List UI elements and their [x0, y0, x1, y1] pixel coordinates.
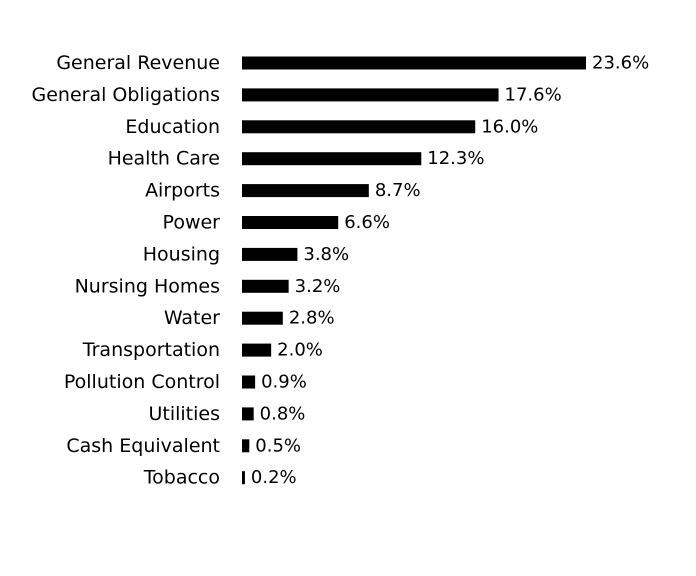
bar — [242, 88, 499, 102]
category-label: Health Care — [108, 148, 220, 170]
bar — [242, 247, 298, 261]
bar — [242, 343, 272, 357]
bar — [242, 375, 256, 389]
value-label: 12.3% — [427, 148, 484, 169]
bar — [242, 471, 245, 485]
category-label: Airports — [145, 180, 220, 202]
category-label: General Obligations — [32, 84, 221, 106]
category-label: Cash Equivalent — [66, 435, 220, 457]
value-label: 17.6% — [505, 84, 562, 105]
category-label: Education — [125, 116, 220, 138]
bar — [242, 279, 289, 293]
category-label: Utilities — [148, 403, 220, 425]
bar — [242, 311, 283, 325]
value-label: 0.5% — [255, 435, 301, 456]
category-label: Pollution Control — [64, 371, 220, 393]
value-label: 0.9% — [261, 372, 307, 393]
category-label: Water — [164, 307, 220, 329]
category-label: Tobacco — [143, 467, 220, 489]
value-label: 8.7% — [375, 180, 421, 201]
value-label: 0.2% — [251, 467, 297, 488]
value-label: 3.2% — [295, 276, 341, 297]
bar — [242, 216, 339, 229]
value-label: 2.8% — [289, 308, 335, 329]
category-label: Housing — [143, 243, 220, 265]
bar — [242, 439, 250, 453]
value-label: 3.8% — [303, 244, 349, 265]
category-label: General Revenue — [56, 52, 220, 74]
category-label: Power — [163, 212, 221, 234]
value-label: 2.0% — [277, 340, 323, 361]
category-label: Nursing Homes — [75, 275, 220, 297]
bar — [242, 56, 586, 70]
bar — [242, 120, 476, 134]
bar — [242, 184, 369, 198]
category-label: Transportation — [82, 339, 220, 361]
value-label: 0.8% — [260, 403, 306, 424]
bar — [242, 152, 422, 166]
value-label: 6.6% — [344, 212, 390, 233]
value-label: 23.6% — [592, 53, 649, 74]
value-label: 16.0% — [481, 116, 538, 137]
bar — [242, 407, 254, 421]
